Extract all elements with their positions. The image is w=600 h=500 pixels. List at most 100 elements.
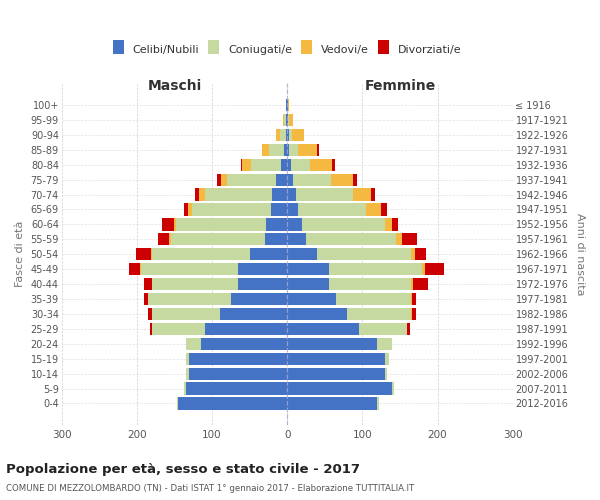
Bar [186,382,287,394]
Bar [317,248,411,260]
Bar [238,263,287,276]
Bar [287,204,298,216]
Bar [190,352,287,365]
Bar [231,293,287,305]
Bar [329,263,422,276]
Bar [145,278,152,290]
Bar [287,248,317,260]
Bar [286,128,287,141]
Bar [366,204,381,216]
Bar [190,368,287,380]
Bar [287,278,329,290]
Text: COMUNE DI MEZZOLOMBARDO (TN) - Dati ISTAT 1° gennaio 2017 - Elaborazione TUTTITA: COMUNE DI MEZZOLOMBARDO (TN) - Dati ISTA… [6,484,414,493]
Bar [169,233,170,245]
Bar [287,368,385,380]
Bar [199,188,205,200]
Bar [298,204,366,216]
Bar [411,293,412,305]
Bar [377,338,392,350]
Bar [266,218,287,230]
Bar [283,114,284,126]
Bar [289,114,293,126]
Bar [186,352,190,365]
Text: Maschi: Maschi [148,79,202,93]
Bar [331,174,353,186]
Bar [286,99,287,111]
Bar [292,128,304,141]
Bar [412,293,416,305]
Bar [265,233,287,245]
Text: Femmine: Femmine [364,79,436,93]
Bar [217,174,221,186]
Bar [385,352,389,365]
Bar [286,114,287,126]
Bar [184,204,188,216]
Bar [287,308,347,320]
Bar [195,188,199,200]
Legend: Celibi/Nubili, Coniugati/e, Vedovi/e, Divorziati/e: Celibi/Nubili, Coniugati/e, Vedovi/e, Di… [109,41,465,58]
Bar [412,308,416,320]
Bar [287,382,392,394]
Bar [287,352,385,365]
Bar [329,278,411,290]
Bar [287,218,302,230]
Bar [293,174,331,186]
Bar [184,382,186,394]
Bar [152,278,238,290]
Bar [296,188,353,200]
Bar [291,158,310,171]
Bar [241,158,242,171]
Bar [413,278,428,290]
Bar [287,233,306,245]
Bar [396,233,402,245]
Bar [385,368,387,380]
Bar [221,174,227,186]
Text: Popolazione per età, sesso e stato civile - 2017: Popolazione per età, sesso e stato civil… [6,462,360,475]
Bar [287,322,359,335]
Bar [422,263,425,276]
Bar [152,308,220,320]
Bar [287,338,377,350]
Bar [145,293,148,305]
Bar [377,398,379,409]
Bar [317,144,319,156]
Bar [269,144,284,156]
Bar [332,158,335,171]
Bar [298,144,317,156]
Bar [353,188,371,200]
Bar [306,233,396,245]
Y-axis label: Anni di nascita: Anni di nascita [575,213,585,296]
Bar [201,338,287,350]
Bar [411,248,415,260]
Bar [149,322,152,335]
Bar [276,128,280,141]
Bar [242,158,251,171]
Bar [250,248,287,260]
Bar [205,188,272,200]
Bar [148,308,152,320]
Bar [187,368,190,380]
Bar [136,248,151,260]
Bar [287,128,289,141]
Bar [289,128,292,141]
Bar [276,174,287,186]
Bar [128,263,140,276]
Bar [272,188,287,200]
Bar [186,338,201,350]
Bar [151,248,152,260]
Bar [192,204,271,216]
Y-axis label: Fasce di età: Fasce di età [15,221,25,288]
Bar [359,322,407,335]
Bar [381,204,387,216]
Bar [425,263,443,276]
Bar [281,158,287,171]
Bar [152,248,250,260]
Bar [402,233,417,245]
Bar [411,278,413,290]
Bar [220,308,287,320]
Bar [238,278,287,290]
Bar [287,144,289,156]
Bar [176,218,266,230]
Bar [170,233,265,245]
Bar [173,218,176,230]
